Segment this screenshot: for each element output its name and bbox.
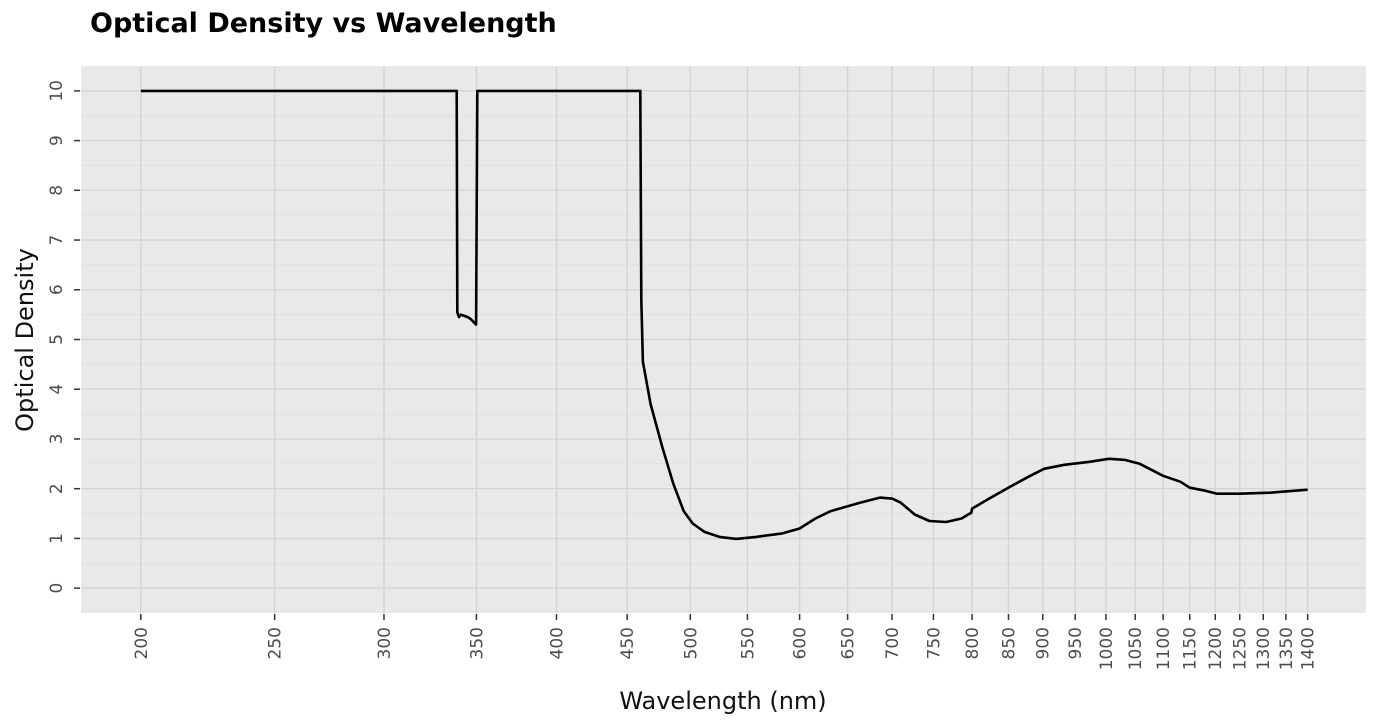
y-tick-label: 8 [47, 185, 67, 196]
x-tick-label: 650 [839, 627, 859, 659]
x-tick-label: 850 [999, 627, 1019, 659]
series-line [140, 89, 1308, 541]
x-tick-label: 200 [132, 627, 152, 659]
x-tick-label: 1400 [1299, 627, 1319, 670]
x-tick-label: 700 [883, 627, 903, 659]
x-tick-label: 950 [1066, 627, 1086, 659]
x-axis-title: Wavelength (nm) [619, 687, 826, 715]
x-tick-label: 1050 [1126, 627, 1146, 670]
x-tick-label: 1350 [1277, 627, 1297, 670]
y-tick-label: 2 [47, 483, 67, 494]
x-tick-label: 550 [738, 627, 758, 659]
x-tick-label: 1200 [1206, 627, 1226, 670]
x-tick-label: 1000 [1097, 627, 1117, 670]
x-tick-label: 1100 [1154, 627, 1174, 670]
chart-title: Optical Density vs Wavelength [90, 8, 557, 39]
x-tick-label: 1150 [1181, 627, 1201, 670]
y-axis-title: Optical Density [11, 248, 39, 432]
y-tick-label: 6 [47, 284, 67, 295]
x-tick-label: 300 [375, 627, 395, 659]
y-tick-label: 9 [47, 135, 67, 146]
y-tick-label: 3 [47, 434, 67, 445]
x-tick-label: 350 [467, 627, 487, 659]
x-tick-label: 800 [963, 627, 983, 659]
x-tick-label: 450 [618, 627, 638, 659]
y-tick-label: 10 [47, 80, 67, 102]
y-tick-label: 4 [47, 384, 67, 395]
x-tick-label: 1300 [1254, 627, 1274, 670]
x-tick-label: 750 [924, 627, 944, 659]
x-tick-label: 500 [681, 627, 701, 659]
x-tick-label: 900 [1034, 627, 1054, 659]
x-tick-label: 400 [547, 627, 567, 659]
x-tick-label: 1250 [1231, 627, 1251, 670]
y-tick-label: 5 [47, 334, 67, 345]
y-tick-label: 0 [47, 583, 67, 594]
x-tick-label: 250 [266, 627, 286, 659]
y-tick-label: 1 [47, 533, 67, 544]
x-tick-label: 600 [791, 627, 811, 659]
y-tick-label: 7 [47, 235, 67, 246]
